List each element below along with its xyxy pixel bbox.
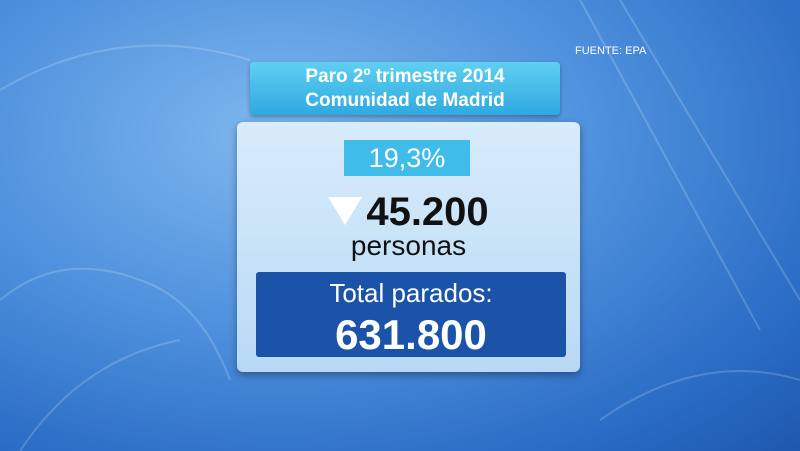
panel: 19,3% 45.200 personas Total parados: 631… [237, 122, 580, 372]
title-line: Paro 2º trimestre 2014 [305, 65, 505, 87]
down-arrow [328, 197, 363, 225]
change: 45.200 [366, 190, 489, 234]
total-box: Total parados: 631.800 [256, 272, 566, 358]
total-value: 631.800 [335, 311, 487, 358]
title-box: Paro 2º trimestre 2014 Comunidad de Madr… [250, 62, 560, 115]
source: FUENTE: EPA [575, 45, 647, 57]
title-line: Comunidad de Madrid [305, 89, 505, 111]
change-row: 45.200 [237, 190, 580, 234]
change-unit: personas [350, 230, 467, 261]
total-label: Total parados: [329, 278, 493, 308]
rate: 19,3% [344, 140, 470, 176]
